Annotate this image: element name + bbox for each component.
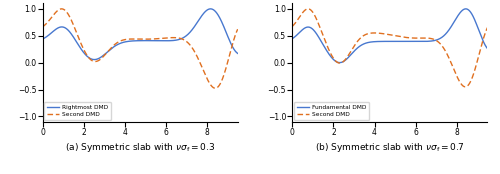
Rightmost DMD: [234, 52, 240, 54]
Second DMD: [479, 43, 485, 45]
Fundamental DMD: [484, 48, 490, 50]
Rightmost DMD: [208, 8, 214, 10]
Second DMD: [290, 25, 296, 27]
Second DMD: [300, 12, 306, 14]
Line: Second DMD: Second DMD: [292, 9, 488, 87]
Second DMD: [484, 26, 490, 29]
Rightmost DMD: [92, 58, 98, 61]
Line: Second DMD: Second DMD: [42, 9, 237, 88]
Second DMD: [130, 38, 136, 40]
Second DMD: [379, 33, 385, 35]
Legend: Fundamental DMD, Second DMD: Fundamental DMD, Second DMD: [294, 102, 369, 120]
Second DMD: [384, 33, 390, 35]
Fundamental DMD: [379, 40, 385, 42]
Second DMD: [462, 86, 468, 88]
Rightmost DMD: [194, 23, 200, 25]
Second DMD: [229, 44, 235, 46]
Second DMD: [194, 54, 200, 56]
Line: Rightmost DMD: Rightmost DMD: [42, 9, 237, 60]
Fundamental DMD: [384, 40, 390, 42]
Second DMD: [443, 51, 449, 53]
Rightmost DMD: [40, 38, 46, 40]
Second DMD: [234, 28, 240, 30]
Second DMD: [229, 45, 235, 47]
X-axis label: (a) Symmetric slab with $\nu\sigma_\mathrm{f} = 0.3$: (a) Symmetric slab with $\nu\sigma_\math…: [65, 141, 215, 154]
Second DMD: [50, 15, 56, 17]
Second DMD: [479, 42, 485, 44]
Fundamental DMD: [443, 32, 449, 34]
Rightmost DMD: [229, 45, 235, 47]
Second DMD: [305, 8, 311, 10]
Fundamental DMD: [300, 29, 306, 31]
Fundamental DMD: [290, 38, 296, 40]
Fundamental DMD: [479, 37, 485, 39]
Legend: Rightmost DMD, Second DMD: Rightmost DMD, Second DMD: [44, 102, 111, 120]
Rightmost DMD: [134, 40, 140, 42]
Rightmost DMD: [229, 45, 235, 47]
Fundamental DMD: [479, 37, 485, 39]
Rightmost DMD: [130, 40, 136, 42]
Second DMD: [58, 8, 64, 10]
X-axis label: (b) Symmetric slab with $\nu\sigma_\mathrm{f} = 0.7$: (b) Symmetric slab with $\nu\sigma_\math…: [315, 141, 464, 154]
Second DMD: [212, 87, 218, 89]
Fundamental DMD: [462, 8, 468, 10]
Second DMD: [134, 38, 140, 40]
Fundamental DMD: [336, 62, 342, 64]
Line: Fundamental DMD: Fundamental DMD: [292, 9, 488, 63]
Second DMD: [40, 26, 46, 28]
Rightmost DMD: [50, 31, 56, 33]
